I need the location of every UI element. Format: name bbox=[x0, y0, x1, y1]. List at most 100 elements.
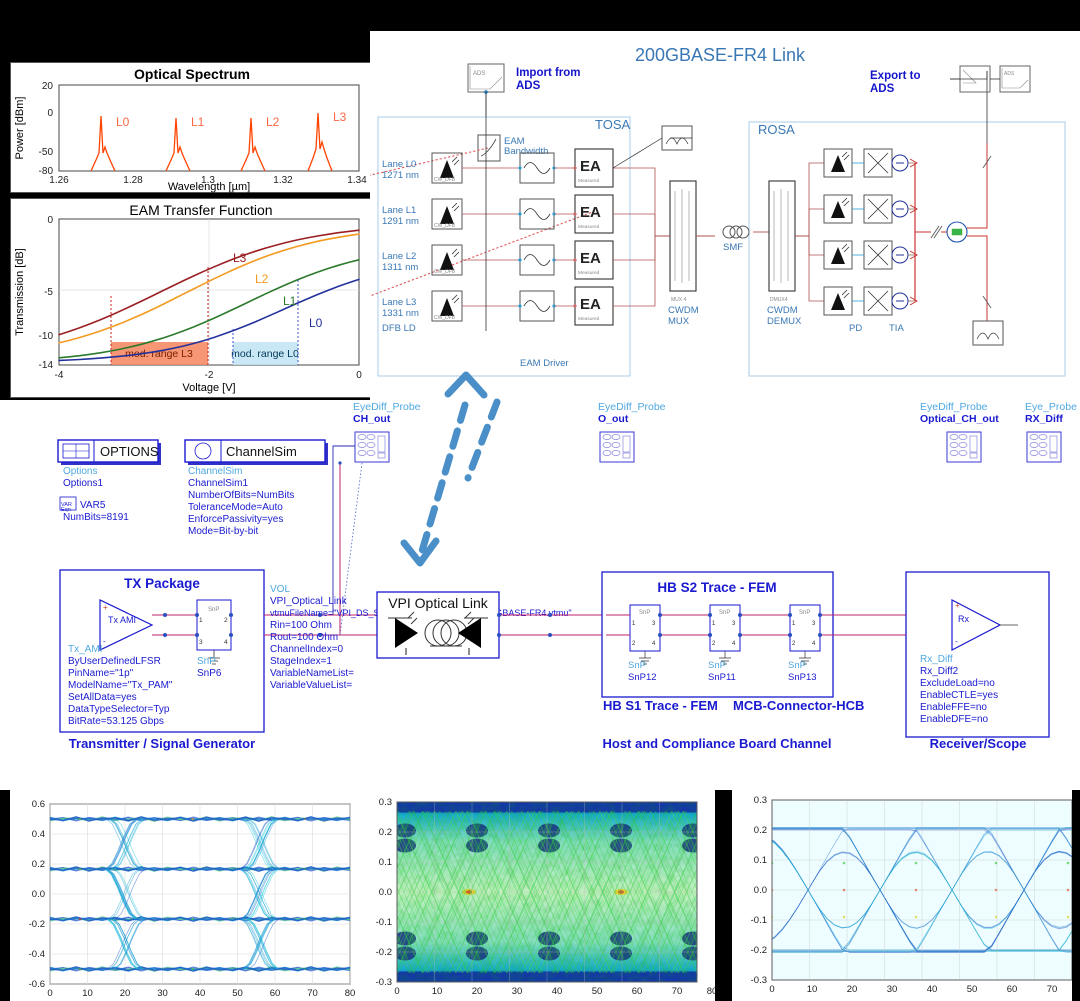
svg-text:VariableValueList=: VariableValueList= bbox=[270, 680, 352, 691]
svg-text:DataTypeSelector=Typ: DataTypeSelector=Typ bbox=[68, 704, 170, 715]
svg-text:EnableDFE=no: EnableDFE=no bbox=[920, 714, 989, 725]
svg-text:Rout=100 Ohm: Rout=100 Ohm bbox=[270, 632, 338, 643]
svg-text:Eye_Probe: Eye_Probe bbox=[1025, 401, 1077, 413]
svg-text:-: - bbox=[955, 637, 958, 646]
svg-text:RX_Diff: RX_Diff bbox=[1025, 413, 1063, 425]
svg-text:EnableFFE=no: EnableFFE=no bbox=[920, 702, 987, 713]
svg-text:EyeDiff_Probe: EyeDiff_Probe bbox=[353, 401, 421, 413]
svg-text:0: 0 bbox=[769, 984, 774, 995]
svg-text:VPI Optical Link: VPI Optical Link bbox=[388, 595, 489, 611]
svg-text:Lane L3: Lane L3 bbox=[382, 297, 416, 308]
svg-text:Power [dBm]: Power [dBm] bbox=[14, 97, 26, 160]
svg-text:Optical Spectrum: Optical Spectrum bbox=[134, 66, 250, 82]
svg-text:PD: PD bbox=[849, 323, 862, 334]
svg-text:EA: EA bbox=[580, 296, 601, 313]
svg-text:ChannelIndex=0: ChannelIndex=0 bbox=[270, 644, 344, 655]
svg-text:-0.2: -0.2 bbox=[376, 947, 392, 958]
svg-text:DMUX4: DMUX4 bbox=[770, 297, 788, 303]
svg-text:OPTIONS: OPTIONS bbox=[100, 444, 159, 459]
svg-text:Rin=100 Ohm: Rin=100 Ohm bbox=[270, 620, 332, 631]
svg-text:CW_DFB: CW_DFB bbox=[434, 269, 456, 275]
svg-text:Tx_AMI: Tx_AMI bbox=[68, 644, 102, 655]
svg-text:Receiver/Scope: Receiver/Scope bbox=[930, 736, 1027, 751]
svg-text:0.3: 0.3 bbox=[379, 797, 392, 808]
svg-text:1271 nm: 1271 nm bbox=[382, 170, 419, 181]
svg-text:0.2: 0.2 bbox=[32, 859, 45, 870]
svg-text:SnP: SnP bbox=[639, 610, 650, 616]
svg-text:20: 20 bbox=[42, 81, 54, 92]
svg-text:0.3: 0.3 bbox=[754, 795, 767, 806]
svg-text:+: + bbox=[103, 603, 108, 612]
svg-text:O_out: O_out bbox=[598, 413, 629, 425]
svg-text:L3: L3 bbox=[233, 251, 247, 265]
svg-text:NumberOfBits=NumBits: NumberOfBits=NumBits bbox=[188, 490, 294, 501]
svg-text:70: 70 bbox=[672, 986, 683, 997]
svg-text:-0.6: -0.6 bbox=[29, 979, 45, 990]
svg-text:0.4: 0.4 bbox=[32, 829, 45, 840]
svg-text:TIA: TIA bbox=[889, 323, 904, 334]
svg-text:EA: EA bbox=[580, 204, 601, 221]
svg-text:CWDM: CWDM bbox=[767, 305, 798, 316]
svg-text:SnP: SnP bbox=[708, 660, 726, 671]
svg-text:PinName="1p": PinName="1p" bbox=[68, 668, 134, 679]
svg-text:Bandwidth: Bandwidth bbox=[504, 146, 548, 157]
svg-text:EnforcePassivity=yes: EnforcePassivity=yes bbox=[188, 514, 283, 525]
svg-text:Transmitter / Signal Generator: Transmitter / Signal Generator bbox=[69, 736, 255, 751]
svg-text:0.0: 0.0 bbox=[379, 887, 392, 898]
svg-text:-0.2: -0.2 bbox=[29, 919, 45, 930]
svg-text:40: 40 bbox=[195, 988, 206, 999]
svg-text:L0: L0 bbox=[116, 115, 130, 129]
svg-text:EnableCTLE=yes: EnableCTLE=yes bbox=[920, 690, 998, 701]
svg-text:EAM Driver: EAM Driver bbox=[520, 358, 569, 369]
svg-text:-0.1: -0.1 bbox=[376, 917, 392, 928]
svg-text:0.1: 0.1 bbox=[754, 855, 767, 866]
svg-text:L1: L1 bbox=[283, 294, 297, 308]
svg-text:1311 nm: 1311 nm bbox=[382, 262, 418, 273]
svg-text:Export to: Export to bbox=[870, 70, 920, 82]
svg-text:SnP12: SnP12 bbox=[628, 672, 657, 683]
svg-text:ADS: ADS bbox=[1004, 71, 1015, 77]
svg-text:Rx_Diff: Rx_Diff bbox=[920, 654, 953, 665]
svg-text:80: 80 bbox=[707, 986, 715, 997]
svg-text:VOL: VOL bbox=[270, 584, 290, 595]
svg-text:1: 1 bbox=[199, 617, 203, 624]
svg-text:50: 50 bbox=[967, 984, 978, 995]
svg-text:60: 60 bbox=[1007, 984, 1018, 995]
svg-text:1291 nm: 1291 nm bbox=[382, 216, 419, 227]
svg-text:ChannelSim: ChannelSim bbox=[188, 466, 242, 477]
svg-text:NumBits=8191: NumBits=8191 bbox=[63, 512, 129, 523]
svg-text:0.6: 0.6 bbox=[32, 799, 45, 810]
svg-text:40: 40 bbox=[927, 984, 938, 995]
svg-text:Lane L1: Lane L1 bbox=[382, 205, 416, 216]
svg-text:0.0: 0.0 bbox=[32, 889, 45, 900]
svg-text:1.28: 1.28 bbox=[123, 175, 143, 186]
svg-text:Wavelength [µm]: Wavelength [µm] bbox=[168, 181, 250, 193]
svg-text:mod. range L0: mod. range L0 bbox=[231, 348, 299, 360]
svg-text:2: 2 bbox=[224, 617, 228, 624]
svg-text:Options: Options bbox=[63, 466, 97, 477]
svg-text:DFB LD: DFB LD bbox=[382, 323, 416, 334]
svg-text:Rx: Rx bbox=[958, 614, 969, 624]
svg-text:Measured: Measured bbox=[578, 178, 600, 184]
svg-text:L1: L1 bbox=[191, 115, 205, 129]
svg-text:-5: -5 bbox=[44, 287, 53, 298]
svg-text:30: 30 bbox=[157, 988, 168, 999]
svg-text:TX Package: TX Package bbox=[124, 576, 200, 591]
svg-text:60: 60 bbox=[632, 986, 643, 997]
svg-text:1331 nm: 1331 nm bbox=[382, 308, 419, 319]
svg-text:0: 0 bbox=[47, 215, 53, 226]
svg-text:-: - bbox=[103, 637, 106, 646]
svg-text:10: 10 bbox=[82, 988, 93, 999]
svg-text:CW_DFB: CW_DFB bbox=[434, 223, 456, 229]
svg-text:L2: L2 bbox=[266, 115, 280, 129]
svg-text:MCB-Connector-HCB: MCB-Connector-HCB bbox=[733, 698, 864, 713]
svg-text:1.34: 1.34 bbox=[347, 175, 367, 186]
svg-text:50: 50 bbox=[232, 988, 243, 999]
svg-text:0.2: 0.2 bbox=[754, 825, 767, 836]
svg-text:20: 20 bbox=[472, 986, 483, 997]
svg-text:0.1: 0.1 bbox=[379, 857, 392, 868]
svg-text:L2: L2 bbox=[255, 272, 269, 286]
svg-text:Rx_Diff2: Rx_Diff2 bbox=[920, 666, 959, 677]
svg-text:0: 0 bbox=[47, 988, 52, 999]
svg-text:L3: L3 bbox=[333, 110, 347, 124]
